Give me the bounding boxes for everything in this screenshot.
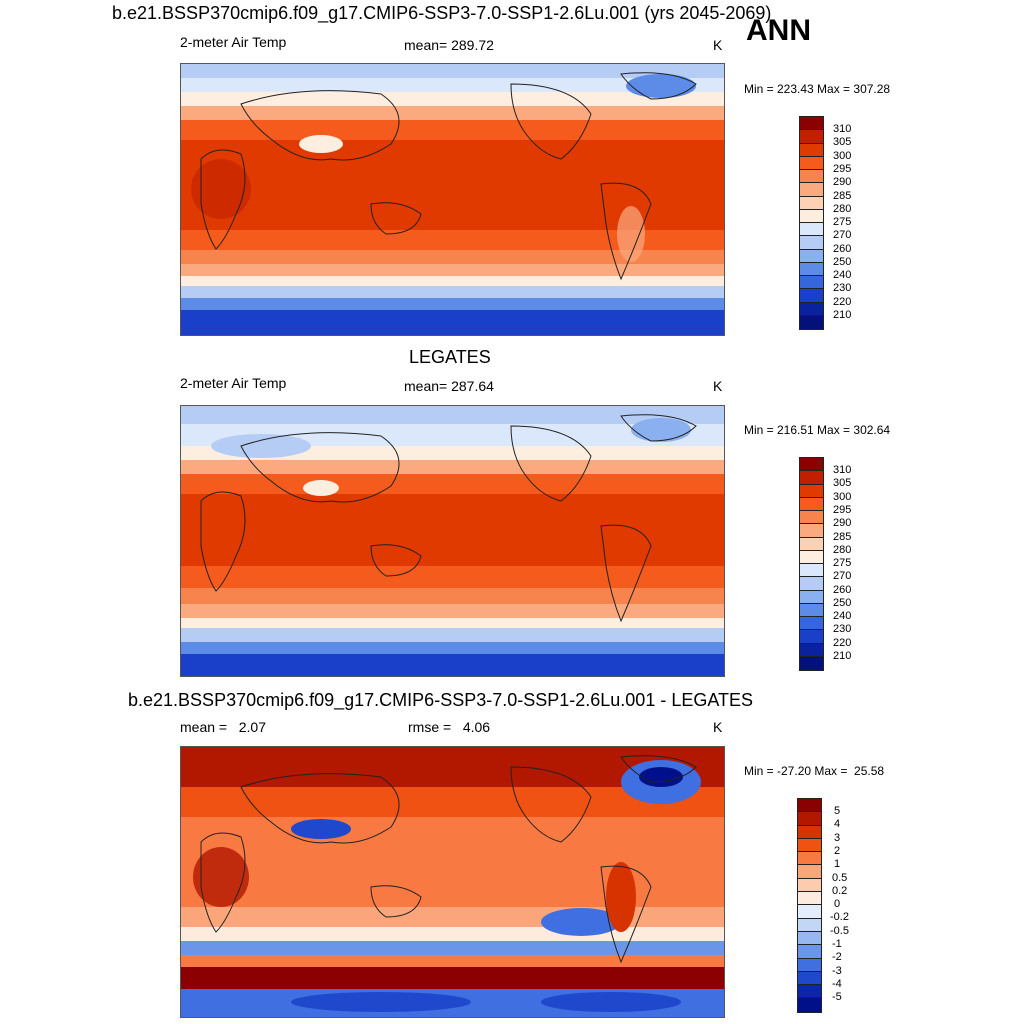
panel2-variable: 2-meter Air Temp [180,375,287,391]
colorbar-tick: 275 [833,216,852,228]
colorbar-tick: 250 [833,256,852,268]
colorbar-tick: 260 [833,243,852,255]
colorbar-tick: 270 [833,229,852,241]
colorbar-tick: 285 [833,531,852,543]
panel3-rmse: rmse = 4.06 [408,719,491,735]
colorbar-tick: -2 [832,951,842,963]
panel3-map [180,746,725,1018]
colorbar-tick: 290 [833,176,852,188]
panel2-title: LEGATES [409,347,491,367]
panel2-units: K [713,378,723,394]
colorbar-tick: 0 [834,898,841,910]
colorbar-tick: 290 [833,517,852,529]
panel3-difference-field [181,747,724,1017]
panel3-mean: mean = 2.07 [180,719,267,735]
colorbar-tick: 1 [834,858,841,870]
colorbar-tick: 4 [834,818,841,830]
panel1-temperature-field [181,64,724,335]
colorbar-tick: -0.2 [830,911,849,923]
colorbar-tick: 295 [833,504,852,516]
panel1-minmax: Min = 223.43 Max = 307.28 [744,82,891,96]
panel1-mean: mean= 289.72 [404,37,494,53]
colorbar-tick: 295 [833,163,852,175]
colorbar-tick: -4 [832,978,842,990]
panel1-title: b.e21.BSSP370cmip6.f09_g17.CMIP6-SSP3-7.… [112,3,772,23]
panel2-colorbar [799,457,824,671]
panel1-units: K [713,37,723,53]
panel2-mean: mean= 287.64 [404,378,494,394]
colorbar-tick: 220 [833,296,852,308]
panel2-minmax: Min = 216.51 Max = 302.64 [744,423,891,437]
colorbar-tick: -3 [832,965,842,977]
colorbar-tick: -0.5 [830,925,849,937]
colorbar-tick: -1 [832,938,842,950]
colorbar-tick: 305 [833,477,852,489]
colorbar-tick: 240 [833,610,852,622]
colorbar-tick: 3 [834,832,841,844]
colorbar-tick: 210 [833,650,852,662]
colorbar-tick: 240 [833,269,852,281]
panel3-colorbar [797,798,822,1013]
colorbar-tick: 220 [833,637,852,649]
colorbar-tick: -5 [832,991,842,1003]
panel1-map [180,63,725,336]
colorbar-tick: 285 [833,190,852,202]
colorbar-tick: 305 [833,136,852,148]
season-label: ANN [746,14,811,47]
colorbar-tick: 230 [833,282,852,294]
panel2-temperature-field [181,406,724,676]
colorbar-tick: 250 [833,597,852,609]
colorbar-tick: 300 [833,150,852,162]
colorbar-tick: 300 [833,491,852,503]
colorbar-tick: 310 [833,464,852,476]
colorbar-tick: 310 [833,123,852,135]
colorbar-tick: 0.2 [832,885,848,897]
panel1-variable: 2-meter Air Temp [180,34,287,50]
panel3-minmax: Min = -27.20 Max = 25.58 [744,764,885,778]
panel1-colorbar [799,116,824,330]
colorbar-tick: 270 [833,570,852,582]
panel2-map [180,405,725,677]
colorbar-tick: 280 [833,203,852,215]
panel3-units: K [713,719,723,735]
colorbar-tick: 230 [833,623,852,635]
colorbar-tick: 2 [834,845,841,857]
colorbar-tick: 280 [833,544,852,556]
colorbar-tick: 260 [833,584,852,596]
colorbar-tick: 5 [834,805,841,817]
colorbar-tick: 210 [833,309,852,321]
panel3-title: b.e21.BSSP370cmip6.f09_g17.CMIP6-SSP3-7.… [128,690,754,710]
colorbar-tick: 275 [833,557,852,569]
colorbar-tick: 0.5 [832,872,848,884]
